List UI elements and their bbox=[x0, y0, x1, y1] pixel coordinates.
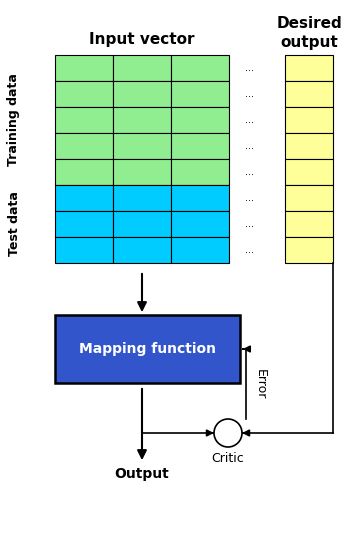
Text: ...: ... bbox=[244, 115, 253, 125]
Text: ...: ... bbox=[244, 167, 253, 177]
Text: Output: Output bbox=[115, 467, 169, 481]
Text: Mapping function: Mapping function bbox=[79, 342, 216, 356]
Text: Training data: Training data bbox=[8, 74, 20, 166]
Bar bbox=[113, 133, 171, 159]
Bar bbox=[113, 55, 171, 81]
Bar bbox=[171, 107, 229, 133]
Text: Error: Error bbox=[254, 369, 267, 399]
Bar bbox=[55, 237, 113, 263]
Bar bbox=[113, 185, 171, 211]
Bar bbox=[285, 81, 333, 107]
Bar bbox=[113, 211, 171, 237]
Bar bbox=[171, 81, 229, 107]
Text: ...: ... bbox=[244, 141, 253, 151]
Bar bbox=[285, 55, 333, 81]
Bar bbox=[285, 211, 333, 237]
Bar bbox=[171, 211, 229, 237]
Bar bbox=[113, 159, 171, 185]
Bar bbox=[113, 81, 171, 107]
Text: ...: ... bbox=[244, 193, 253, 203]
Bar bbox=[171, 237, 229, 263]
Bar bbox=[285, 159, 333, 185]
Bar bbox=[55, 133, 113, 159]
Bar bbox=[171, 133, 229, 159]
Bar bbox=[113, 107, 171, 133]
Bar bbox=[55, 211, 113, 237]
Bar bbox=[55, 159, 113, 185]
Bar bbox=[55, 81, 113, 107]
Text: Critic: Critic bbox=[212, 452, 244, 465]
Bar bbox=[171, 185, 229, 211]
Bar bbox=[55, 315, 240, 383]
Bar bbox=[285, 237, 333, 263]
Bar bbox=[55, 55, 113, 81]
Text: Desired
output: Desired output bbox=[276, 17, 341, 50]
Text: ...: ... bbox=[244, 89, 253, 99]
Circle shape bbox=[214, 419, 242, 447]
Bar bbox=[171, 159, 229, 185]
Text: Test data: Test data bbox=[8, 191, 20, 256]
Text: Input vector: Input vector bbox=[89, 32, 195, 47]
Bar bbox=[285, 107, 333, 133]
Bar bbox=[171, 55, 229, 81]
Text: ...: ... bbox=[244, 219, 253, 229]
Text: ...: ... bbox=[244, 245, 253, 255]
Bar bbox=[285, 133, 333, 159]
Bar bbox=[55, 185, 113, 211]
Bar bbox=[113, 237, 171, 263]
Text: ...: ... bbox=[244, 63, 253, 73]
Bar bbox=[55, 107, 113, 133]
Bar bbox=[285, 185, 333, 211]
